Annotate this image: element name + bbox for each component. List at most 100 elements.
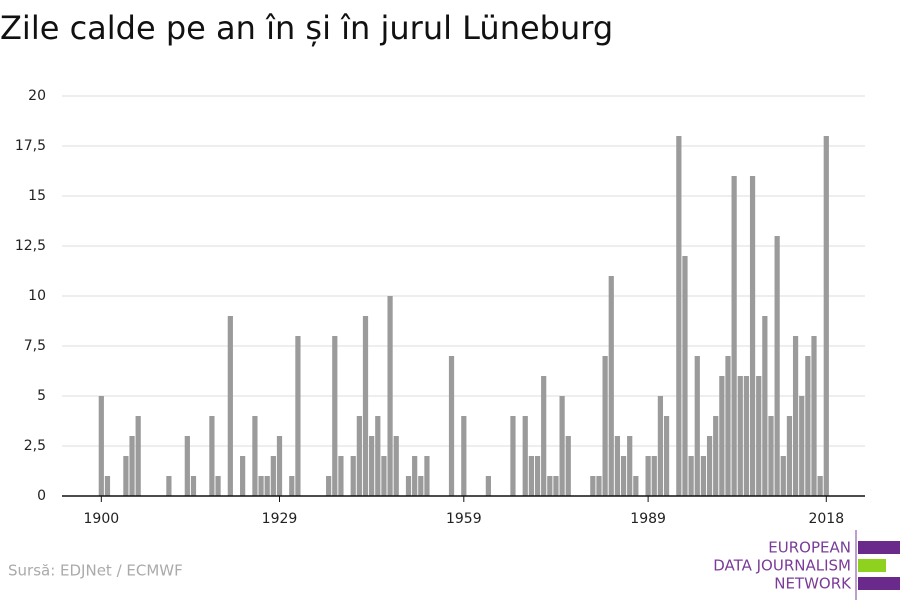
bar bbox=[743, 376, 750, 496]
bar bbox=[461, 416, 467, 496]
bar bbox=[123, 456, 129, 496]
bar bbox=[240, 456, 246, 496]
logo: EUROPEAN DATA JOURNALISM NETWORK bbox=[713, 530, 900, 600]
bar bbox=[608, 276, 614, 496]
bar bbox=[289, 476, 295, 496]
x-tick-label: 1989 bbox=[630, 511, 666, 527]
bar bbox=[270, 456, 276, 496]
bar bbox=[184, 436, 190, 496]
bar bbox=[412, 456, 418, 496]
bar bbox=[553, 476, 559, 496]
bar bbox=[780, 456, 786, 496]
y-tick-label: 5 bbox=[37, 388, 46, 404]
bar bbox=[774, 236, 780, 496]
x-tick-label: 1900 bbox=[84, 511, 120, 527]
bar bbox=[706, 436, 713, 496]
bar bbox=[98, 396, 104, 496]
bar bbox=[645, 456, 651, 496]
y-tick-label: 2,5 bbox=[24, 438, 46, 454]
bar bbox=[725, 356, 731, 496]
y-tick-label: 20 bbox=[28, 88, 46, 104]
bar bbox=[541, 376, 547, 496]
bar bbox=[627, 436, 633, 496]
logo-text: NETWORK bbox=[774, 575, 852, 593]
bar bbox=[528, 456, 535, 496]
bar bbox=[448, 356, 455, 496]
bar bbox=[596, 476, 602, 496]
bar bbox=[295, 336, 301, 496]
bar bbox=[369, 436, 375, 496]
y-tick-label: 17,5 bbox=[15, 138, 46, 154]
bar bbox=[227, 316, 233, 496]
bar bbox=[737, 376, 743, 496]
bar bbox=[749, 176, 756, 496]
bar bbox=[381, 456, 387, 496]
y-tick-label: 15 bbox=[28, 188, 46, 204]
y-tick-label: 0 bbox=[37, 488, 46, 504]
bar bbox=[135, 416, 141, 496]
bar bbox=[676, 136, 682, 496]
bar bbox=[590, 476, 596, 496]
bar bbox=[338, 456, 344, 496]
x-tick-label: 1959 bbox=[446, 511, 482, 527]
bar bbox=[700, 456, 707, 496]
bar bbox=[332, 336, 338, 496]
logo-bar bbox=[858, 559, 886, 572]
bar bbox=[559, 396, 565, 496]
bar bbox=[276, 436, 283, 496]
bar bbox=[258, 476, 264, 496]
bar bbox=[350, 456, 356, 496]
bar bbox=[129, 436, 135, 496]
bar bbox=[688, 456, 694, 496]
bar bbox=[792, 336, 799, 496]
chart-title: Zile calde pe an în și în jurul Lüneburg bbox=[0, 9, 613, 47]
bar bbox=[326, 476, 332, 496]
logo-bar bbox=[858, 541, 900, 554]
source: Sursă: EDJNet / ECMWF bbox=[8, 562, 183, 580]
x-tick-label: 1929 bbox=[262, 511, 298, 527]
bar bbox=[209, 416, 215, 496]
bar bbox=[362, 316, 369, 496]
bar bbox=[356, 416, 362, 496]
bar bbox=[166, 476, 172, 496]
logo-text: EUROPEAN bbox=[768, 539, 851, 557]
logo-text: DATA JOURNALISM bbox=[713, 557, 851, 575]
y-tick-label: 12,5 bbox=[15, 238, 46, 254]
bar bbox=[799, 396, 805, 496]
bar bbox=[252, 416, 258, 496]
bar bbox=[823, 136, 829, 496]
bar bbox=[762, 316, 768, 496]
bar bbox=[614, 436, 621, 496]
logo-bar bbox=[858, 577, 900, 590]
bar bbox=[633, 476, 639, 496]
bar bbox=[534, 456, 541, 496]
x-tick-label: 2018 bbox=[808, 511, 844, 527]
bar bbox=[657, 396, 664, 496]
y-tick-label: 10 bbox=[28, 288, 46, 304]
bar bbox=[786, 416, 793, 496]
bar bbox=[768, 416, 774, 496]
bar bbox=[651, 456, 657, 496]
bar bbox=[485, 476, 491, 496]
bar bbox=[805, 356, 811, 496]
bar bbox=[663, 416, 670, 496]
bar bbox=[104, 476, 111, 496]
bar bbox=[405, 476, 412, 496]
bar bbox=[190, 476, 197, 496]
bar bbox=[375, 416, 381, 496]
bar bbox=[620, 456, 627, 496]
bar bbox=[719, 376, 725, 496]
bar bbox=[565, 436, 571, 496]
y-tick-label: 7,5 bbox=[24, 338, 46, 354]
bar bbox=[418, 476, 424, 496]
bar bbox=[424, 456, 430, 496]
bar bbox=[811, 336, 817, 496]
bar bbox=[756, 376, 762, 496]
bar bbox=[694, 356, 700, 496]
bar bbox=[817, 476, 823, 496]
bar bbox=[510, 416, 516, 496]
bar bbox=[731, 176, 737, 496]
bar bbox=[522, 416, 528, 496]
bar bbox=[602, 356, 608, 496]
